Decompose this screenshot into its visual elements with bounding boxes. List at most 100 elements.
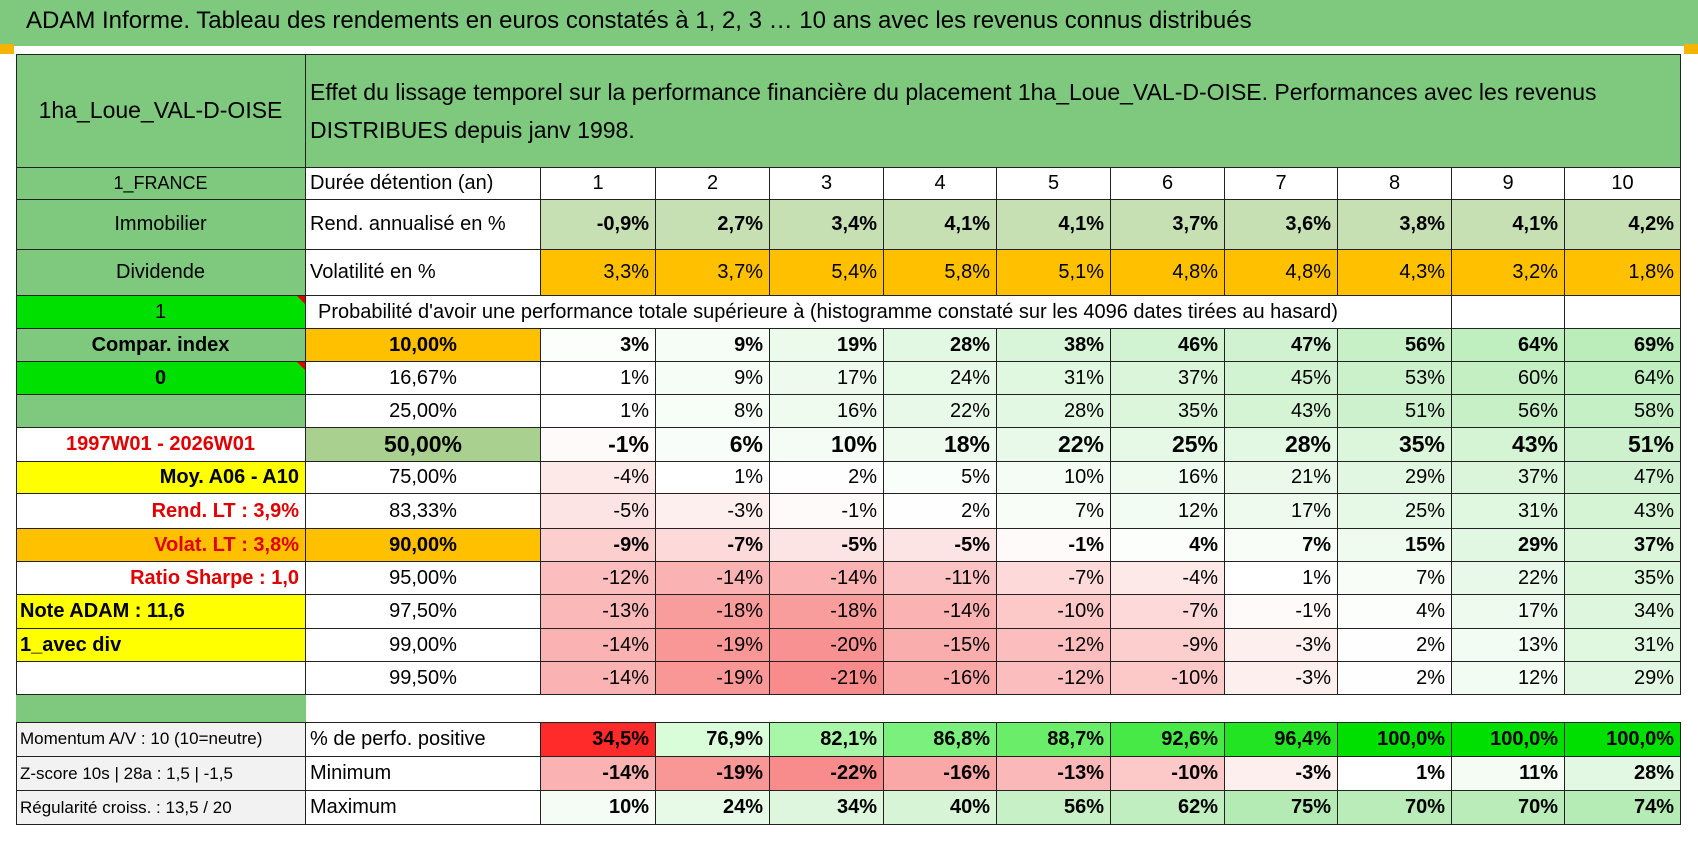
percentile-value: -14% — [770, 562, 884, 595]
max-value: 75% — [1225, 791, 1338, 825]
moy-label: Moy. A06 - A10 — [16, 462, 306, 494]
percentile-value: 29% — [1452, 529, 1565, 562]
vol-value: 3,7% — [656, 250, 770, 296]
percentile-label: 99,50% — [306, 662, 541, 695]
frame-marker-right — [1684, 44, 1698, 54]
percentile-value: -1% — [770, 494, 884, 529]
percentile-value: 37% — [1565, 529, 1681, 562]
percentile-value: -1% — [1225, 595, 1338, 629]
rend-label: Rend. annualisé en % — [306, 200, 541, 250]
min-value: -10% — [1111, 757, 1225, 791]
percentile-value: 28% — [884, 329, 997, 362]
flag-1: 1 — [16, 296, 306, 329]
probability-title: Probabilité d'avoir une performance tota… — [306, 296, 1452, 329]
percentile-value: 51% — [1565, 428, 1681, 462]
percentile-value: -4% — [541, 462, 656, 494]
year-header: 10 — [1565, 168, 1681, 200]
year-header: 6 — [1111, 168, 1225, 200]
percentile-value: 21% — [1225, 462, 1338, 494]
percentile-value: 43% — [1225, 395, 1338, 428]
country-label: 1_FRANCE — [16, 168, 306, 200]
percentile-value: 18% — [884, 428, 997, 462]
percentile-value: 1% — [1225, 562, 1338, 595]
percentile-value: 25% — [1338, 494, 1452, 529]
percentile-value: -13% — [541, 595, 656, 629]
income-type-label: Dividende — [16, 250, 306, 296]
percentile-value: 35% — [1565, 562, 1681, 595]
vol-value: 1,8% — [1565, 250, 1681, 296]
empty-cell — [1452, 296, 1565, 329]
max-value: 70% — [1338, 791, 1452, 825]
min-value: -13% — [997, 757, 1111, 791]
min-value: -22% — [770, 757, 884, 791]
percentile-label: 50,00% — [306, 428, 541, 462]
percentile-value: 37% — [1111, 362, 1225, 395]
spacer-green — [16, 695, 306, 722]
percentile-value: -1% — [997, 529, 1111, 562]
max-value: 56% — [997, 791, 1111, 825]
rend-value: 3,6% — [1225, 200, 1338, 250]
year-header: 8 — [1338, 168, 1452, 200]
percentile-value: -20% — [770, 629, 884, 662]
percentile-value: 24% — [884, 362, 997, 395]
percentile-value: 43% — [1565, 494, 1681, 529]
fund-name: 1ha_Loue_VAL-D-OISE — [16, 54, 306, 168]
percentile-value: 47% — [1565, 462, 1681, 494]
percentile-value: 19% — [770, 329, 884, 362]
vol-value: 3,2% — [1452, 250, 1565, 296]
percentile-value: -3% — [656, 494, 770, 529]
positive-value: 96,4% — [1225, 722, 1338, 757]
percentile-value: 64% — [1565, 362, 1681, 395]
percentile-value: 28% — [997, 395, 1111, 428]
percentile-value: 7% — [997, 494, 1111, 529]
sharpe-label: Ratio Sharpe : 1,0 — [16, 562, 306, 595]
empty-cell — [1565, 296, 1681, 329]
percentile-value: 47% — [1225, 329, 1338, 362]
min-value: 28% — [1565, 757, 1681, 791]
percentile-value: 35% — [1111, 395, 1225, 428]
percentile-label: 99,00% — [306, 629, 541, 662]
max-value: 74% — [1565, 791, 1681, 825]
min-value: -14% — [541, 757, 656, 791]
percentile-label: 75,00% — [306, 462, 541, 494]
percentile-value: -14% — [656, 562, 770, 595]
vol-value: 4,8% — [1225, 250, 1338, 296]
positive-value: 100,0% — [1338, 722, 1452, 757]
vol-value: 4,8% — [1111, 250, 1225, 296]
percentile-value: 9% — [656, 362, 770, 395]
volat-lt-label: Volat. LT : 3,8% — [16, 529, 306, 562]
percentile-value: 16% — [1111, 462, 1225, 494]
min-value: -19% — [656, 757, 770, 791]
percentile-value: -3% — [1225, 662, 1338, 695]
percentile-value: -9% — [1111, 629, 1225, 662]
percentile-value: 22% — [884, 395, 997, 428]
percentile-value: 16% — [770, 395, 884, 428]
percentile-value: 17% — [1225, 494, 1338, 529]
year-header: 2 — [656, 168, 770, 200]
rend-value: 3,4% — [770, 200, 884, 250]
max-label: Maximum — [306, 791, 541, 825]
percentile-value: 31% — [1565, 629, 1681, 662]
percentile-value: 3% — [541, 329, 656, 362]
percentile-value: -14% — [541, 662, 656, 695]
percentile-value: -7% — [997, 562, 1111, 595]
report-title: ADAM Informe. Tableau des rendements en … — [26, 7, 1252, 34]
percentile-value: 1% — [656, 462, 770, 494]
percentile-value: 29% — [1338, 462, 1452, 494]
percentile-value: 8% — [656, 395, 770, 428]
zscore-label: Z-score 10s | 28a : 1,5 | -1,5 — [16, 757, 306, 791]
percentile-value: 51% — [1338, 395, 1452, 428]
regularite-label: Régularité croiss. : 13,5 / 20 — [16, 791, 306, 825]
vol-value: 5,8% — [884, 250, 997, 296]
percentile-value: 15% — [1338, 529, 1452, 562]
period-label: 1997W01 - 2026W01 — [16, 428, 306, 462]
percentile-value: 28% — [1225, 428, 1338, 462]
percentile-value: -7% — [656, 529, 770, 562]
percentile-value: 69% — [1565, 329, 1681, 362]
percentile-value: 13% — [1452, 629, 1565, 662]
momentum-label: Momentum A/V : 10 (10=neutre) — [16, 722, 306, 757]
percentile-value: 37% — [1452, 462, 1565, 494]
rend-value: 4,2% — [1565, 200, 1681, 250]
positive-value: 92,6% — [1111, 722, 1225, 757]
year-header: 9 — [1452, 168, 1565, 200]
